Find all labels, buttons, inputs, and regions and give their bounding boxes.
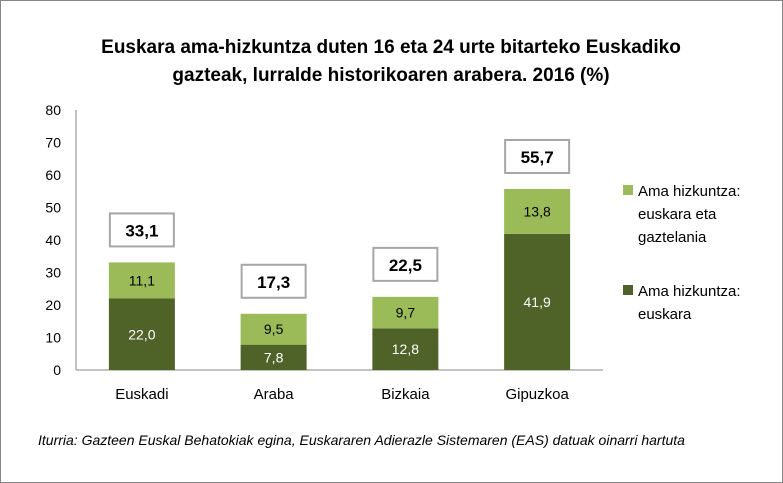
y-tick-label: 10 — [45, 330, 61, 346]
bar-segment-euskara — [504, 233, 571, 370]
bar-segment-euskara-gaztelania — [504, 188, 571, 234]
data-label: 9,7 — [396, 305, 416, 321]
legend-label: Ama hizkuntza: — [638, 283, 741, 300]
y-tick-label: 60 — [45, 167, 61, 183]
chart-title-line-2: gazteak, lurralde historikoaren arabera.… — [172, 65, 609, 86]
data-label: 22,0 — [128, 326, 155, 342]
total-label: 55,7 — [521, 148, 554, 167]
total-box — [108, 212, 175, 248]
legend-swatch — [623, 285, 633, 295]
total-box — [504, 138, 571, 174]
legend-swatch — [623, 185, 633, 195]
bar-segment-euskara — [372, 328, 439, 370]
legend-label: Ama hizkuntza: — [638, 183, 741, 200]
data-label: 13,8 — [524, 203, 551, 219]
data-label: 11,1 — [129, 272, 155, 288]
bar-segment-euskara-gaztelania — [372, 296, 439, 329]
total-label: 33,1 — [125, 221, 158, 240]
y-tick-label: 30 — [45, 265, 61, 281]
bar-segment-euskara — [240, 344, 307, 370]
legend-label: euskara eta — [638, 206, 717, 223]
y-tick-label: 70 — [45, 135, 61, 151]
y-tick-label: 20 — [45, 297, 61, 313]
total-box — [372, 246, 439, 282]
y-tick-label: 0 — [53, 362, 61, 378]
total-box — [240, 263, 307, 299]
x-tick-label: Bizkaia — [381, 386, 430, 403]
legend-label: euskara — [638, 306, 692, 323]
chart-title-line-1: Euskara ama-hizkuntza duten 16 eta 24 ur… — [101, 37, 681, 58]
total-label: 22,5 — [389, 256, 422, 275]
y-tick-label: 40 — [45, 232, 61, 248]
bar-segment-euskara-gaztelania — [108, 262, 175, 299]
x-tick-label: Gipuzkoa — [505, 386, 569, 403]
data-label: 7,8 — [264, 349, 284, 365]
bar-segment-euskara-gaztelania — [240, 313, 307, 345]
data-label: 12,8 — [392, 341, 419, 357]
x-tick-label: Araba — [254, 386, 295, 403]
y-tick-label: 80 — [45, 102, 61, 118]
legend-label: gaztelania — [638, 229, 707, 246]
source-note: Iturria: Gazteen Euskal Behatokiak egina… — [38, 432, 685, 448]
data-label: 41,9 — [524, 294, 551, 310]
total-label: 17,3 — [257, 273, 290, 292]
x-tick-label: Euskadi — [115, 386, 168, 403]
bar-segment-euskara — [108, 298, 175, 370]
y-tick-label: 50 — [45, 200, 61, 216]
data-label: 9,5 — [264, 321, 284, 337]
